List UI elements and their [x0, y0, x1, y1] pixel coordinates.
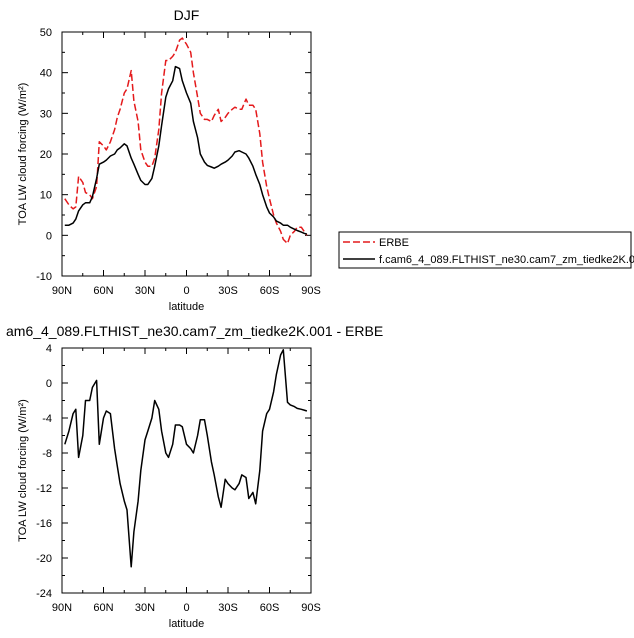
chart-2-series-1-line — [64, 349, 308, 568]
chart-2-y-axis-label: TOA LW cloud forcing (W/m²) — [17, 399, 29, 542]
chart-1-y-tick-label: 30 — [40, 108, 52, 120]
chart-2-x-tick-label: 0 — [183, 602, 189, 614]
chart-1-y-tick-label: -10 — [36, 271, 52, 283]
chart-1-series-1-line — [64, 37, 308, 245]
chart-1-x-tick-label: 60N — [93, 285, 113, 297]
chart-2-y-tick-label: 4 — [46, 343, 52, 355]
chart-2-title: am6_4_089.FLTHIST_ne30.cam7_zm_tiedke2K.… — [6, 323, 383, 339]
chart-1-x-tick-label: 30S — [218, 285, 238, 297]
chart-1-title: DJF — [174, 7, 200, 23]
chart-1-x-axis-label: latitude — [169, 301, 204, 313]
chart-1-x-tick-label: 90N — [52, 285, 72, 297]
chart-1-plot-frame — [61, 31, 312, 277]
chart-1-y-tick-label: 10 — [40, 190, 52, 202]
chart-1-series-2-line — [64, 65, 308, 235]
chart-1-x-tick-label: 30N — [135, 285, 155, 297]
chart-1-y-tick-label: 40 — [40, 68, 52, 80]
chart-2-y-tick-label: -4 — [42, 413, 52, 425]
chart-2-x-axis-label: latitude — [169, 618, 204, 630]
chart-1-x-tick-label: 90S — [301, 285, 321, 297]
chart-1-legend-label-2: f.cam6_4_089.FLTHIST_ne30.cam7_zm_tiedke… — [379, 254, 634, 266]
chart-2-x-tick-label: 60S — [260, 602, 280, 614]
chart-2-y-tick-label: -24 — [36, 588, 52, 600]
chart-2-x-tick-label: 30S — [218, 602, 238, 614]
chart-2-x-tick-label: 90S — [301, 602, 321, 614]
chart-2-y-tick-label: -16 — [36, 518, 52, 530]
chart-2-x-tick-label: 90N — [52, 602, 72, 614]
chart-2-x-tick-label: 30N — [135, 602, 155, 614]
chart-2-x-tick-label: 60N — [93, 602, 113, 614]
chart-1-y-tick-label: 0 — [46, 230, 52, 242]
chart-2-y-tick-label: -20 — [36, 553, 52, 565]
chart-2-y-tick-label: -12 — [36, 483, 52, 495]
chart-2-y-tick-label: -8 — [42, 448, 52, 460]
chart-1-y-tick-label: 50 — [40, 27, 52, 39]
chart-1-x-tick-label: 0 — [183, 285, 189, 297]
chart-1-y-tick-label: 20 — [40, 149, 52, 161]
chart-1-x-tick-label: 60S — [260, 285, 280, 297]
chart-2-y-tick-label: 0 — [46, 378, 52, 390]
chart-1-legend-label-1: ERBE — [379, 237, 409, 249]
chart-2-plot-frame — [61, 347, 312, 594]
chart-1-legend-box — [338, 231, 632, 269]
chart-1-y-axis-label: TOA LW cloud forcing (W/m²) — [17, 83, 29, 226]
